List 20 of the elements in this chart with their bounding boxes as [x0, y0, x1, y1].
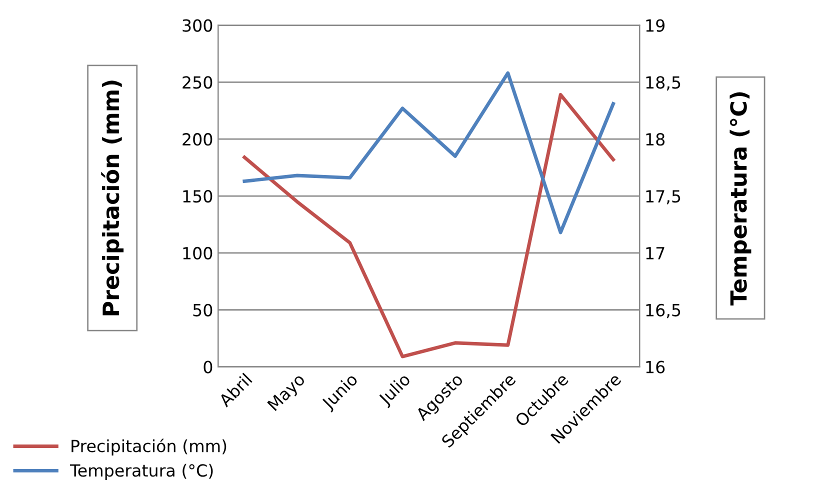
y-tick-label: 100 — [183, 246, 212, 260]
y2-axis-title: Temperatura (°C) — [730, 92, 752, 306]
y-tick-label: 250 — [182, 76, 212, 89]
y-tick-label: 200 — [182, 133, 212, 146]
y2-tick-label: 16,5 — [646, 304, 680, 318]
y2-tick-label: 17,5 — [646, 190, 680, 204]
y-tick-label: 50 — [193, 304, 212, 316]
y-tick-label: 150 — [183, 190, 212, 203]
y2-tick-label: 19 — [646, 19, 664, 32]
y2-tick-label: 18,5 — [646, 76, 680, 90]
line-series — [242, 71, 615, 234]
legend-label: Temperatura (°C) — [70, 464, 213, 480]
y-tick-label: 300 — [182, 19, 212, 32]
y-axis-title: Precipitación (mm) — [101, 80, 124, 316]
y2-tick-label: 17 — [646, 247, 664, 260]
y-tick-label: 0 — [204, 360, 212, 374]
legend-label: Precipitación (mm) — [72, 438, 226, 456]
y2-tick-label: 16 — [646, 360, 665, 374]
y2-tick-label: 18 — [646, 133, 665, 146]
line-series — [242, 92, 615, 358]
